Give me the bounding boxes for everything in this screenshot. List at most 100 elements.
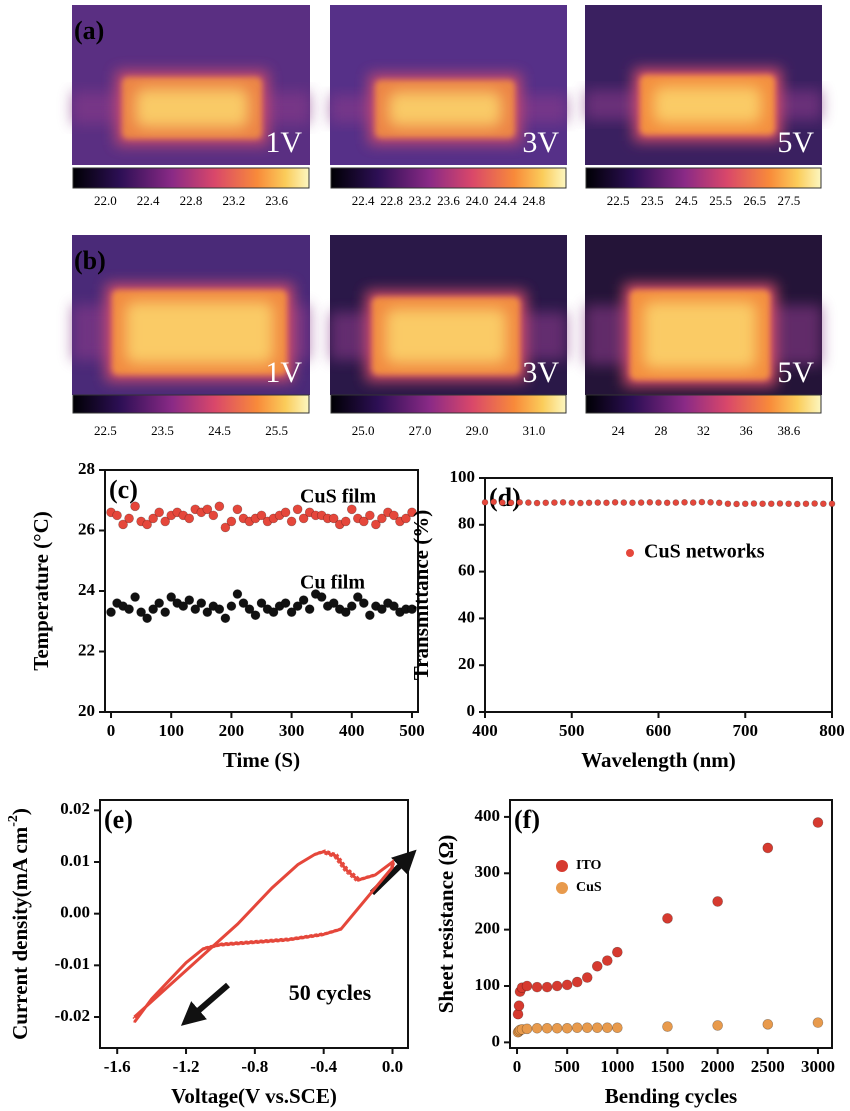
data-point xyxy=(513,1000,525,1012)
series-label: Cu film xyxy=(300,572,365,594)
arrow xyxy=(369,849,417,896)
data-point xyxy=(407,507,417,518)
data-point xyxy=(304,604,315,614)
data-point xyxy=(130,501,140,512)
data-point xyxy=(603,499,610,507)
data-point xyxy=(767,500,775,508)
colorbar-tick-label: 22.5 xyxy=(607,193,630,208)
colorbar-tick-label: 24.4 xyxy=(494,193,517,208)
data-point xyxy=(568,499,576,507)
data-point xyxy=(346,601,357,611)
data-point xyxy=(681,499,688,506)
data-point xyxy=(655,499,662,506)
y-tick-label: 28 xyxy=(78,459,95,478)
y-tick-label: 400 xyxy=(475,806,501,825)
data-point xyxy=(118,519,128,530)
data-point xyxy=(516,499,524,506)
y-tick-label: 22 xyxy=(78,640,95,659)
hot-core xyxy=(126,302,273,363)
hot-core xyxy=(136,89,248,127)
colorbar-tick-label: 22.0 xyxy=(94,193,117,208)
x-tick-label: 700 xyxy=(733,721,759,740)
data-point xyxy=(542,499,550,507)
data-point xyxy=(401,513,411,524)
y-tick-label: 40 xyxy=(458,607,475,626)
hot-core xyxy=(386,309,506,363)
data-point xyxy=(148,513,158,524)
data-point xyxy=(389,601,399,611)
colorbar xyxy=(585,167,822,189)
data-point xyxy=(130,592,140,602)
data-point xyxy=(142,613,152,624)
colorbar-tick-label: 23.2 xyxy=(222,193,245,208)
data-point xyxy=(208,510,219,521)
data-point xyxy=(762,1019,774,1030)
data-point xyxy=(377,513,387,524)
y-tick-label: 0 xyxy=(467,701,476,720)
colorbar-tick-label: 27.5 xyxy=(777,193,800,208)
colorbar-tick-label: 22.4 xyxy=(352,193,375,208)
y-tick-label: 0.01 xyxy=(60,851,90,870)
y-tick-label: 0.00 xyxy=(60,903,90,922)
data-point xyxy=(286,607,297,617)
thermal-image xyxy=(585,235,822,395)
colorbar xyxy=(72,394,310,414)
plot-frame xyxy=(99,799,409,1049)
data-point xyxy=(214,501,225,512)
data-point xyxy=(328,598,339,608)
panel-label: (e) xyxy=(104,805,133,834)
data-point xyxy=(268,607,279,617)
data-point xyxy=(346,504,357,515)
legend-label: CuS networks xyxy=(644,541,765,563)
data-point xyxy=(689,499,697,506)
data-point xyxy=(160,607,170,617)
data-point xyxy=(377,604,387,614)
data-point xyxy=(551,499,558,506)
colorbar-tick-label: 24.5 xyxy=(675,193,698,208)
y-axis-label-superscript: -2 xyxy=(6,815,21,827)
colorbar-tick-label: 24 xyxy=(612,423,626,438)
data-point xyxy=(154,507,164,518)
data-point xyxy=(637,499,645,506)
data-point xyxy=(232,504,243,515)
data-point xyxy=(298,595,309,605)
data-point xyxy=(581,1022,593,1034)
data-point xyxy=(759,500,766,508)
hot-core xyxy=(389,92,501,126)
data-point xyxy=(340,607,351,617)
data-point xyxy=(585,499,593,507)
colorbar-tick-label: 22.5 xyxy=(94,423,117,438)
data-point xyxy=(220,613,231,624)
data-point xyxy=(531,1022,543,1034)
data-point xyxy=(581,972,593,983)
cv-curve xyxy=(135,849,395,1022)
legend-label: ITO xyxy=(576,858,602,873)
thermal-image xyxy=(330,5,567,165)
colorbar xyxy=(72,167,310,189)
colorbar-tick-label: 38.6 xyxy=(777,423,800,438)
data-point xyxy=(359,598,369,608)
x-tick-label: 300 xyxy=(279,721,305,740)
legend-marker xyxy=(626,549,634,557)
data-point xyxy=(525,499,532,506)
x-axis-label: Time (S) xyxy=(223,748,300,772)
plot-frame xyxy=(484,477,833,713)
data-point xyxy=(571,1022,583,1034)
data-point xyxy=(672,499,680,506)
data-point xyxy=(620,499,628,506)
data-point xyxy=(160,516,170,527)
series-label: CuS film xyxy=(300,486,376,508)
data-point xyxy=(124,604,134,614)
x-axis-label: Wavelength (nm) xyxy=(581,748,736,772)
data-point xyxy=(106,607,116,617)
data-point xyxy=(292,601,303,611)
data-point xyxy=(715,499,723,507)
data-point xyxy=(612,946,623,958)
data-point xyxy=(811,500,818,507)
y-axis-label: Transmittance (%) xyxy=(409,510,433,681)
y-tick-label: 200 xyxy=(475,919,501,938)
x-tick-label: 500 xyxy=(554,1057,580,1076)
y-tick-label: 26 xyxy=(78,519,95,538)
